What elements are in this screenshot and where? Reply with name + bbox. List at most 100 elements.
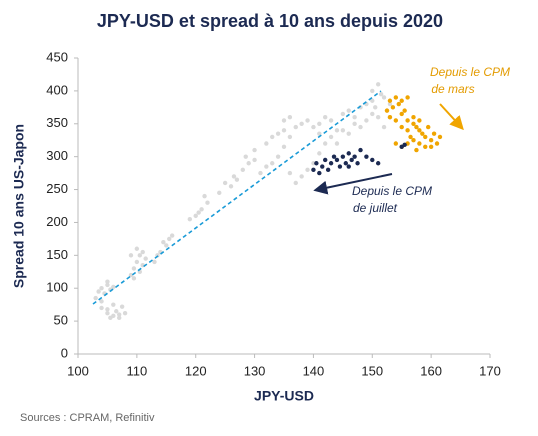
- y-tick-label: 450: [46, 49, 68, 64]
- annotation: de mars: [431, 82, 474, 96]
- point: [343, 161, 348, 166]
- point: [105, 311, 110, 316]
- point: [281, 118, 287, 123]
- point: [264, 141, 269, 146]
- point: [408, 134, 413, 140]
- point: [122, 311, 128, 316]
- point: [405, 95, 410, 100]
- point: [117, 312, 122, 317]
- x-axis-label: JPY-USD: [254, 388, 314, 404]
- point: [355, 161, 360, 166]
- point: [252, 157, 257, 163]
- point: [243, 154, 248, 159]
- point: [428, 144, 434, 149]
- y-tick-label: 100: [46, 280, 68, 295]
- point: [364, 154, 369, 159]
- point: [396, 101, 401, 107]
- y-tick-label: 250: [46, 181, 68, 196]
- point: [305, 167, 310, 173]
- point: [375, 115, 381, 120]
- point: [111, 284, 116, 290]
- point: [222, 180, 228, 186]
- point: [387, 115, 393, 120]
- point: [399, 124, 404, 130]
- point: [370, 98, 375, 103]
- point: [281, 128, 287, 133]
- point: [364, 118, 369, 123]
- point: [387, 101, 393, 107]
- point: [117, 315, 122, 321]
- point: [370, 111, 375, 117]
- x-tick-label: 150: [361, 363, 383, 378]
- point: [143, 256, 148, 261]
- point: [405, 118, 410, 123]
- point: [340, 154, 346, 159]
- point: [358, 147, 363, 153]
- y-tick-label: 350: [46, 115, 68, 130]
- trend-line: [92, 90, 382, 305]
- point: [393, 141, 399, 146]
- point: [111, 302, 116, 307]
- chart-title: JPY-USD et spread à 10 ans depuis 2020: [97, 11, 443, 31]
- point: [114, 309, 119, 314]
- point: [399, 111, 404, 117]
- point: [340, 111, 346, 117]
- point: [199, 207, 204, 212]
- point: [358, 124, 363, 130]
- point: [423, 134, 428, 140]
- point: [287, 170, 293, 176]
- point: [119, 304, 125, 309]
- point: [152, 259, 157, 265]
- point: [411, 115, 416, 120]
- point: [381, 95, 387, 100]
- point: [323, 157, 328, 163]
- point: [334, 141, 340, 146]
- point: [264, 164, 269, 169]
- point: [349, 157, 354, 163]
- point: [402, 108, 407, 113]
- point: [352, 115, 357, 120]
- point: [411, 121, 416, 126]
- point: [128, 253, 134, 258]
- x-tick-label: 100: [67, 363, 89, 378]
- x-tick-label: 160: [420, 363, 442, 378]
- point: [411, 138, 416, 143]
- annotation: Depuis le CPM: [430, 65, 510, 79]
- point: [370, 157, 375, 163]
- point: [299, 174, 304, 179]
- point: [405, 128, 410, 133]
- point: [384, 108, 390, 113]
- point: [287, 115, 293, 120]
- point: [337, 164, 343, 169]
- point: [417, 141, 422, 146]
- point: [246, 161, 251, 166]
- point: [387, 98, 393, 103]
- point: [311, 167, 316, 173]
- point: [202, 193, 207, 199]
- point: [328, 134, 334, 140]
- point: [399, 98, 404, 103]
- point: [99, 299, 104, 304]
- point: [131, 266, 137, 271]
- point: [99, 305, 104, 311]
- point: [105, 282, 110, 288]
- point: [270, 161, 275, 166]
- point: [99, 286, 104, 291]
- y-tick-label: 150: [46, 247, 68, 262]
- point: [281, 144, 287, 149]
- arrow: [439, 103, 464, 131]
- point: [431, 131, 437, 136]
- point: [270, 134, 275, 140]
- point: [378, 91, 384, 97]
- point: [193, 213, 198, 219]
- point: [331, 154, 337, 159]
- x-tick-label: 170: [479, 363, 501, 378]
- y-tick-label: 200: [46, 214, 68, 229]
- point: [134, 246, 140, 251]
- point: [293, 124, 298, 130]
- point: [328, 161, 334, 166]
- x-tick-label: 110: [126, 363, 147, 378]
- arrow: [313, 173, 393, 195]
- point: [96, 289, 101, 294]
- point: [234, 177, 240, 182]
